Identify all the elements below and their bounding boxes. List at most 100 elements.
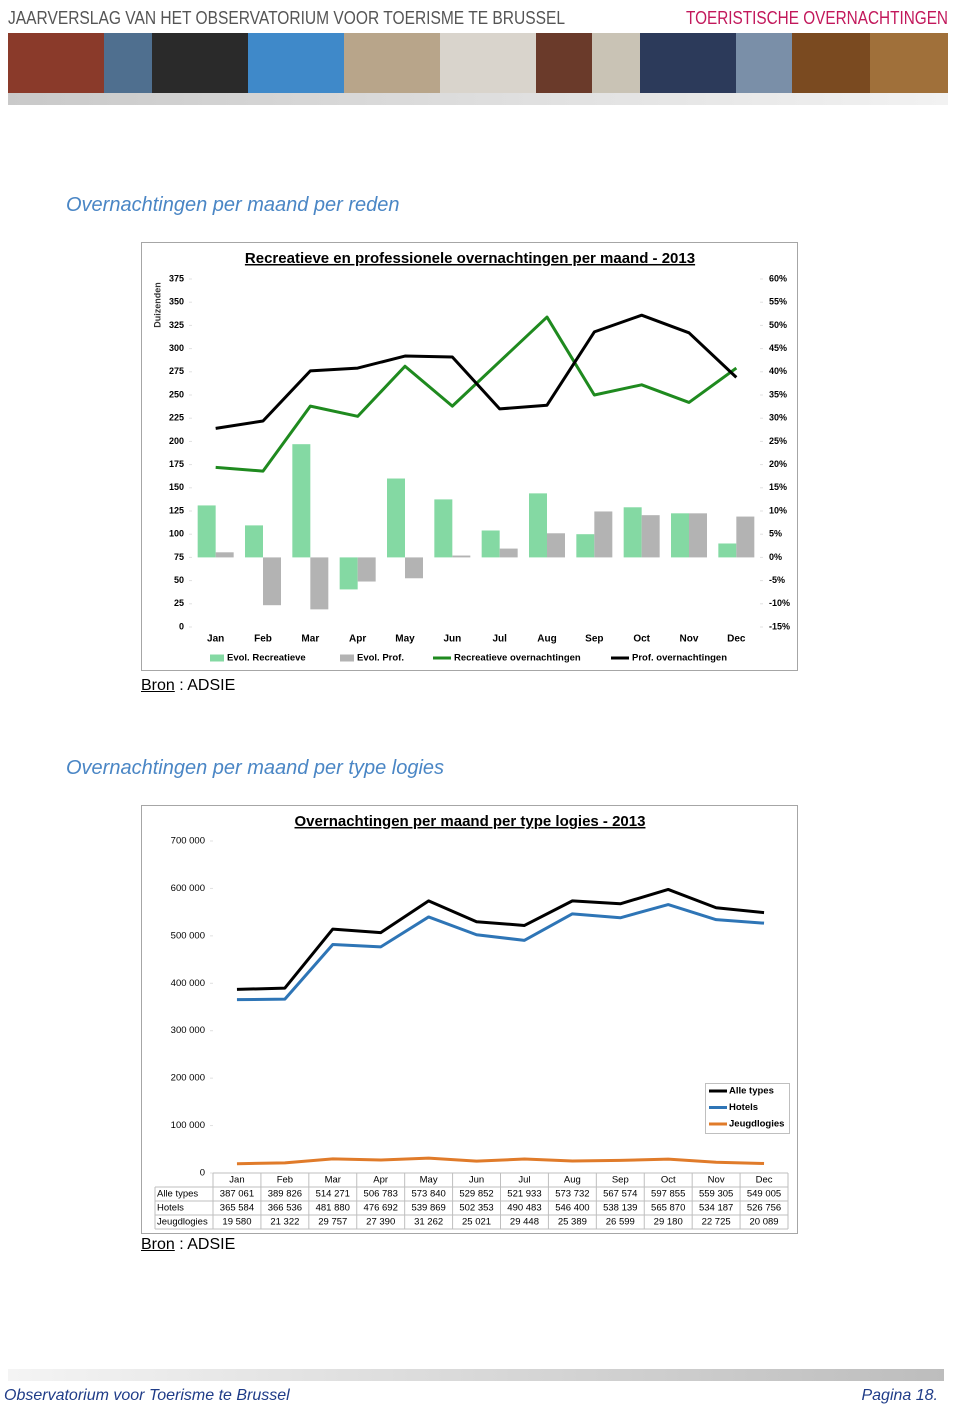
y2-tick-label: 55% [769, 297, 787, 307]
table-cell: 506 783 [364, 1189, 398, 1200]
y2-tick-label: 20% [769, 459, 787, 469]
header-bar [8, 93, 948, 105]
table-cell: 546 400 [555, 1203, 589, 1214]
table-cell: 573 840 [411, 1189, 445, 1200]
bar [405, 557, 423, 579]
bar [245, 525, 263, 558]
table-cell: 21 322 [270, 1217, 299, 1228]
x-tick-label: Oct [633, 634, 650, 645]
source: Bron : ADSIE [141, 1236, 235, 1254]
table-cell: 365 584 [220, 1203, 254, 1214]
bar [499, 548, 518, 558]
bar [689, 513, 707, 558]
x-tick-label: Jan [229, 1175, 244, 1186]
legend-label: Evol. Recreatieve [227, 653, 306, 664]
legend-label: Evol. Prof. [357, 653, 404, 664]
chart-title: Recreatieve en professionele overnachtin… [245, 250, 695, 267]
y-tick-label: 200 [169, 436, 184, 446]
y2-tick-label: 35% [769, 389, 787, 399]
x-tick-label: Jun [469, 1175, 484, 1186]
table-cell: 559 305 [699, 1189, 733, 1200]
table-row-label: Hotels [157, 1203, 184, 1214]
x-tick-label: Mar [301, 634, 319, 645]
chart: Overnachtingen per maand per type logies… [141, 805, 798, 1234]
x-tick-label: Nov [680, 634, 699, 645]
source-text: : ADSIE [179, 677, 236, 694]
table-row-label: Alle types [157, 1189, 198, 1200]
y-tick-label: 100 [169, 529, 184, 539]
y-tick-label: 250 [169, 389, 184, 399]
y2-tick-label: -5% [769, 575, 785, 585]
table-cell: 526 756 [747, 1203, 781, 1214]
legend-label: Prof. overnachtingen [632, 653, 727, 664]
bar [263, 557, 281, 606]
chart-title: Overnachtingen per maand per type logies… [295, 813, 646, 830]
bar [357, 557, 376, 582]
table-cell: 25 021 [462, 1217, 491, 1228]
bar [576, 534, 595, 558]
table-cell: 538 139 [603, 1203, 637, 1214]
x-tick-label: Sep [585, 634, 603, 645]
y-tick-label: 25 [174, 598, 184, 608]
y2-tick-label: 25% [769, 436, 787, 446]
footer-bar [8, 1369, 944, 1381]
page-header: JAARVERSLAG VAN HET OBSERVATORIUM VOOR T… [8, 8, 948, 105]
y2-tick-label: 15% [769, 482, 787, 492]
x-tick-label: Feb [277, 1175, 293, 1186]
y2-tick-label: 60% [769, 273, 787, 283]
y-tick-label: 350 [169, 297, 184, 307]
y-tick-label: 375 [169, 273, 184, 283]
x-tick-label: Nov [708, 1175, 725, 1186]
y-tick-label: 275 [169, 366, 184, 376]
y-tick-label: 700 000 [171, 836, 205, 847]
source-label: Bron [141, 677, 175, 694]
y2-tick-label: 45% [769, 343, 787, 353]
source: Bron : ADSIE [141, 677, 235, 695]
table-cell: 481 880 [316, 1203, 350, 1214]
bar [671, 513, 689, 558]
legend-label: Recreatieve overnachtingen [454, 653, 581, 664]
bar [197, 505, 216, 558]
legend-label: Jeugdlogies [729, 1119, 784, 1130]
y-tick-label: 225 [169, 413, 184, 423]
x-tick-label: Aug [564, 1175, 581, 1186]
table-cell: 20 089 [750, 1217, 779, 1228]
table-cell: 567 574 [603, 1189, 637, 1200]
footer-left: Observatorium voor Toerisme te Brussel [4, 1387, 290, 1404]
bar [434, 499, 453, 558]
table-cell: 573 732 [555, 1189, 589, 1200]
x-tick-label: Jan [207, 634, 224, 645]
table-cell: 565 870 [651, 1203, 685, 1214]
y-tick-label: 50 [174, 575, 184, 585]
y2-tick-label: -10% [769, 598, 790, 608]
bar [215, 552, 234, 558]
table-cell: 29 180 [654, 1217, 683, 1228]
y-tick-label: 300 000 [171, 1025, 205, 1036]
footer-right: Pagina 18. [861, 1387, 938, 1404]
table-cell: 502 353 [459, 1203, 493, 1214]
x-tick-label: Apr [349, 634, 366, 645]
x-tick-label: Dec [727, 634, 746, 645]
table-cell: 514 271 [316, 1189, 350, 1200]
x-tick-label: Jun [443, 634, 461, 645]
bar [387, 478, 405, 558]
chart-frame [141, 242, 798, 671]
table-cell: 534 187 [699, 1203, 733, 1214]
table-cell: 29 448 [510, 1217, 539, 1228]
table-row-label: Jeugdlogies [157, 1217, 208, 1228]
legend-swatch [210, 654, 224, 662]
header-title: JAARVERSLAG VAN HET OBSERVATORIUM VOOR T… [8, 8, 565, 28]
bar [547, 533, 565, 558]
table-cell: 521 933 [507, 1189, 541, 1200]
x-tick-label: Aug [537, 634, 556, 645]
table-cell: 389 826 [268, 1189, 302, 1200]
x-tick-label: Oct [661, 1175, 676, 1186]
y2-tick-label: 0% [769, 552, 782, 562]
x-tick-label: Jul [518, 1175, 530, 1186]
bar [736, 516, 755, 558]
legend-swatch [340, 654, 354, 662]
table-cell: 529 852 [459, 1189, 493, 1200]
y2-tick-label: 5% [769, 529, 782, 539]
bar [292, 444, 311, 558]
